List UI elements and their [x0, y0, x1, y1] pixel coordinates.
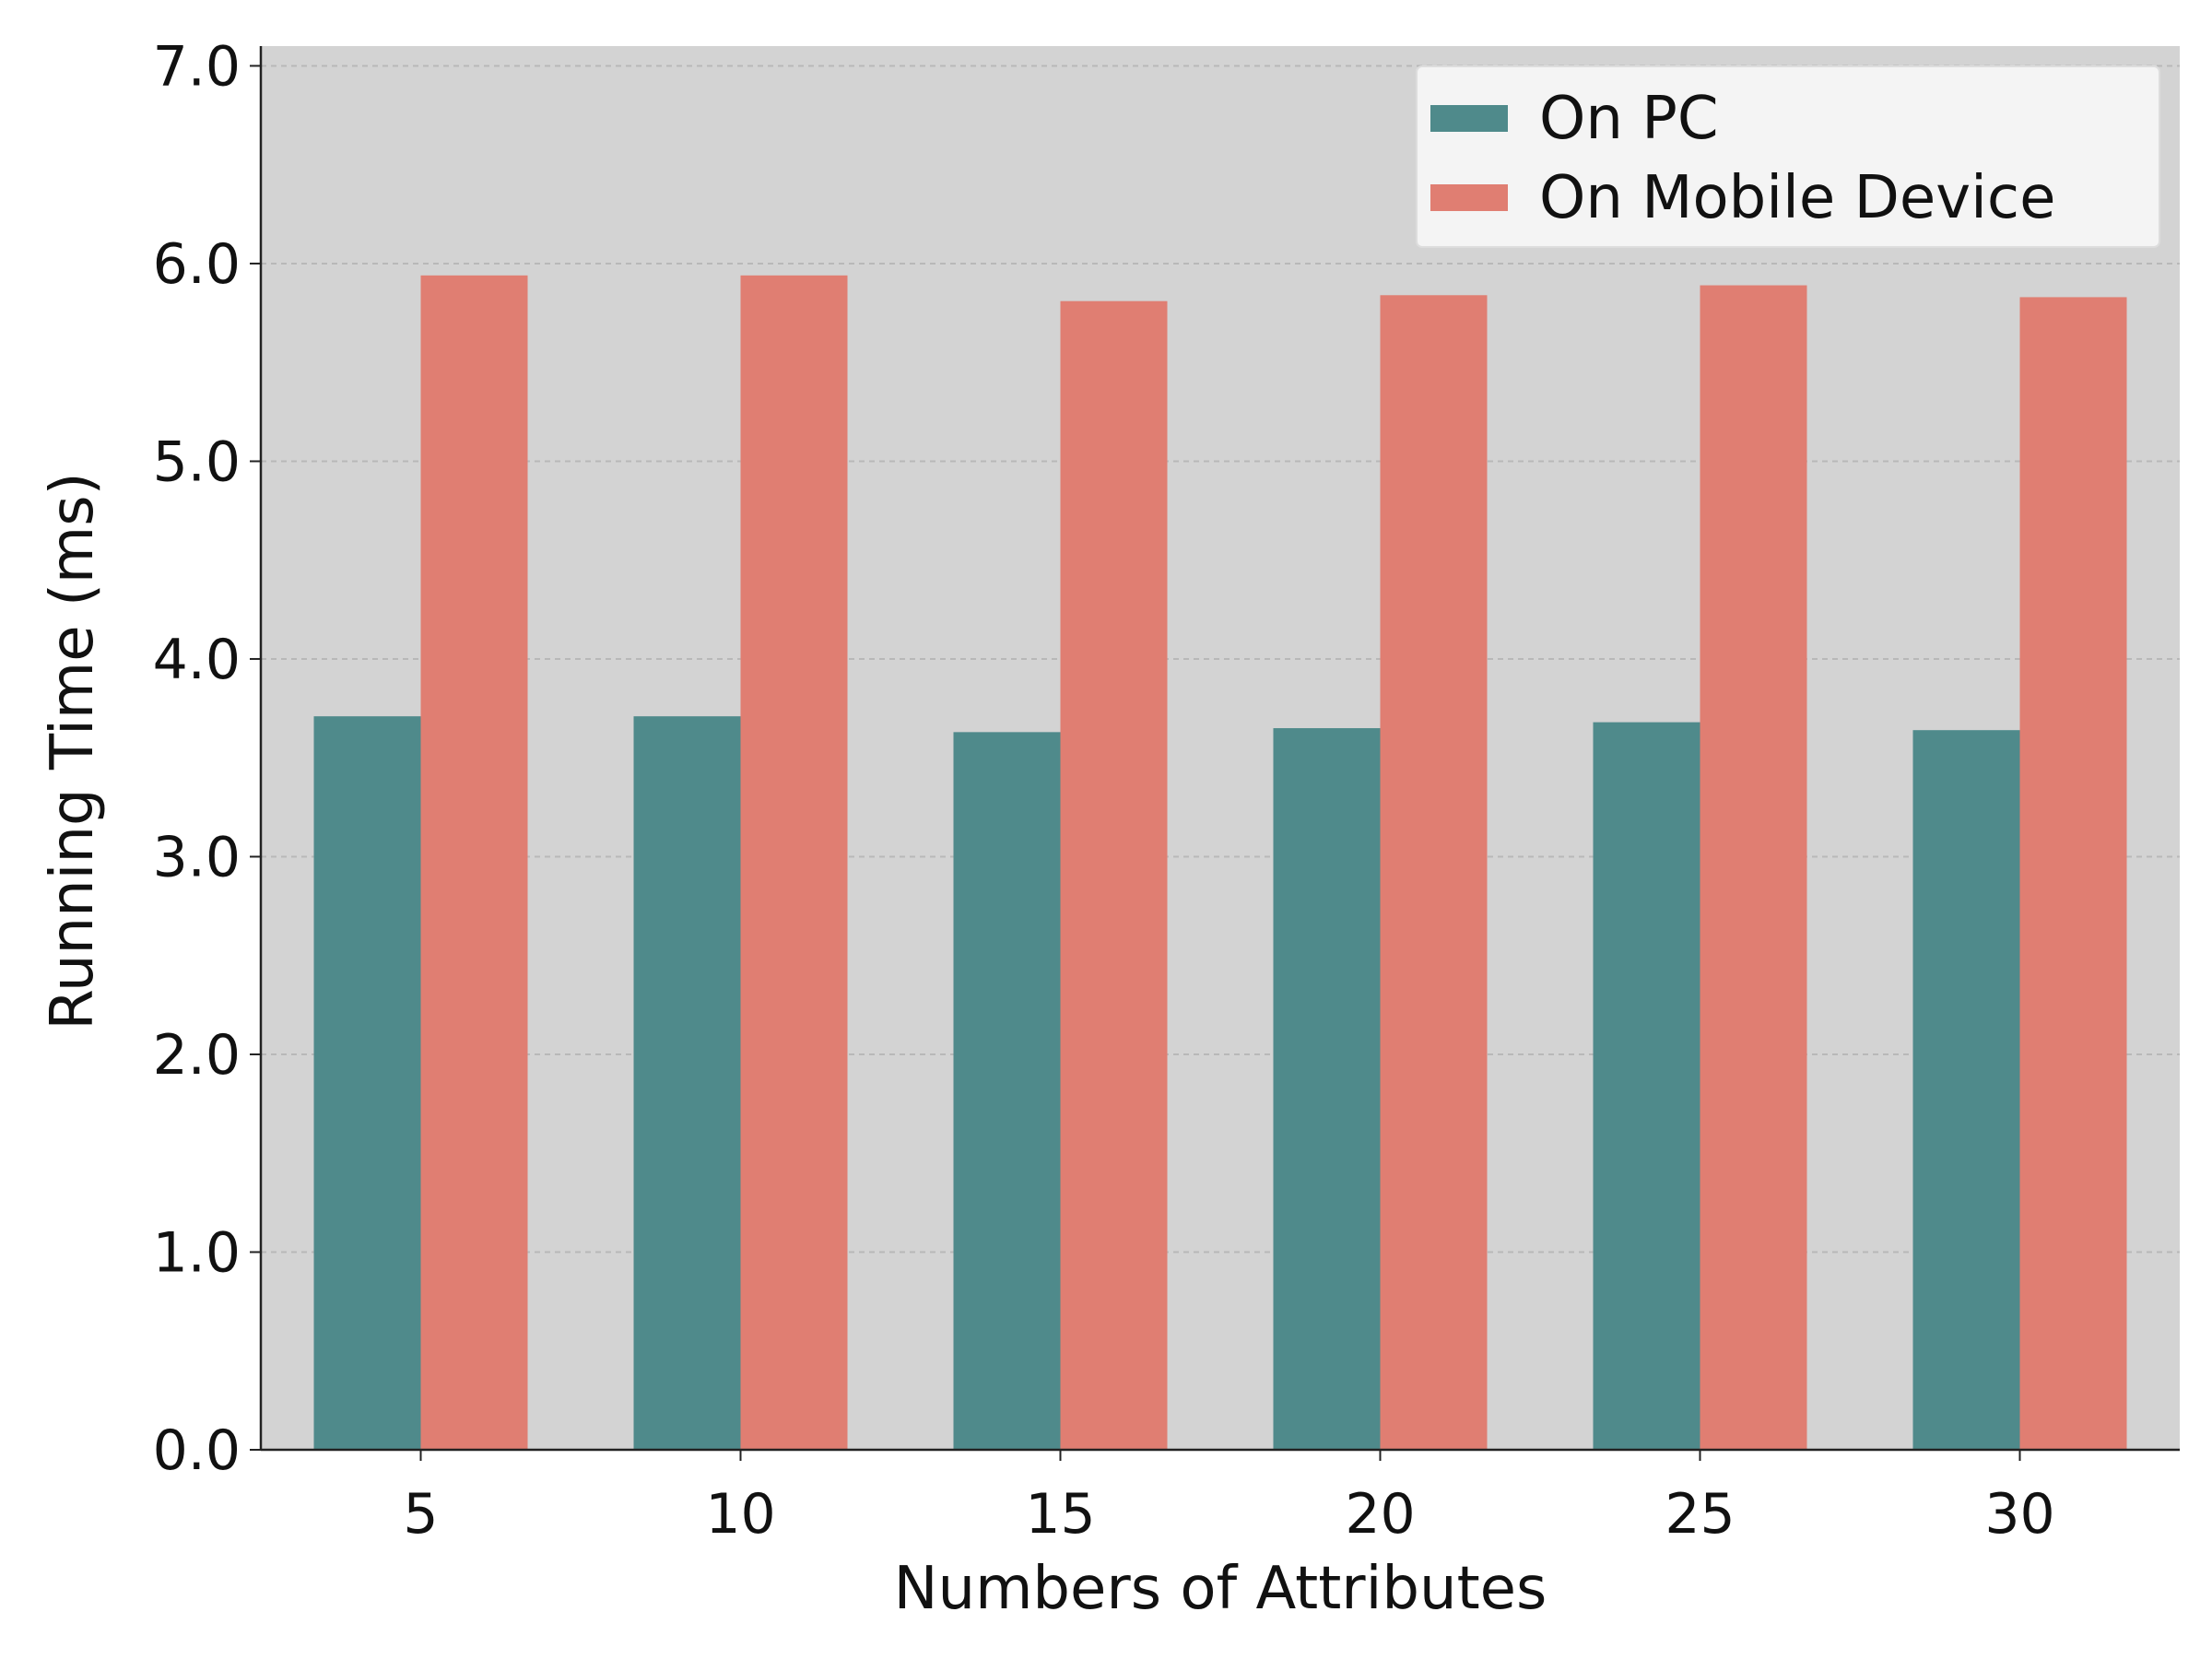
y-tick-label: 7.0 — [153, 34, 241, 99]
y-tick-label: 3.0 — [153, 825, 241, 889]
y-tick-label: 0.0 — [153, 1418, 241, 1483]
legend-box — [1416, 65, 2160, 248]
gridlines — [261, 65, 2180, 1253]
x-axis-ticks: 5 10 15 20 25 30 — [403, 1450, 2055, 1547]
x-tick-label: 30 — [1984, 1482, 2054, 1547]
axes — [259, 46, 2180, 1452]
bar-mobile-5 — [420, 275, 528, 1451]
bar-mobile-15 — [1060, 300, 1168, 1450]
x-tick-label: 15 — [1025, 1482, 1095, 1547]
bar-pc-20 — [1273, 728, 1381, 1450]
y-tick-label: 2.0 — [153, 1023, 241, 1088]
bar-pc-25 — [1593, 722, 1700, 1450]
y-tick-label: 4.0 — [153, 628, 241, 692]
y-tick-label: 5.0 — [153, 429, 241, 494]
legend-label-mobile: On Mobile Device — [1539, 164, 2055, 232]
legend-swatch-mobile — [1430, 184, 1508, 211]
legend-swatch-pc — [1430, 105, 1508, 132]
x-axis-label: Numbers of Attributes — [894, 1555, 1547, 1623]
bar-pc-10 — [633, 716, 741, 1450]
bar-mobile-30 — [2019, 297, 2127, 1450]
bar-mobile-25 — [1700, 285, 1807, 1451]
y-axis-label: Running Time (ms) — [39, 472, 107, 1030]
y-axis-ticks: 0.0 1.0 2.0 3.0 4.0 5.0 6.0 7.0 — [153, 34, 261, 1483]
bar-pc-5 — [313, 716, 421, 1450]
x-tick-label: 20 — [1345, 1482, 1415, 1547]
x-tick-label: 10 — [705, 1482, 775, 1547]
x-tick-label: 25 — [1665, 1482, 1735, 1547]
bar-pc-30 — [1912, 730, 2020, 1450]
y-tick-label: 1.0 — [153, 1220, 241, 1285]
bar-mobile-20 — [1380, 295, 1488, 1451]
plot-area — [261, 46, 2180, 1450]
legend-label-pc: On PC — [1539, 85, 1719, 153]
bar-mobile-10 — [740, 275, 848, 1451]
legend: On PC On Mobile Device — [1416, 65, 2160, 248]
bars — [313, 275, 2127, 1451]
x-tick-label: 5 — [403, 1482, 438, 1547]
y-tick-label: 6.0 — [153, 232, 241, 297]
bar-pc-15 — [953, 732, 1061, 1450]
